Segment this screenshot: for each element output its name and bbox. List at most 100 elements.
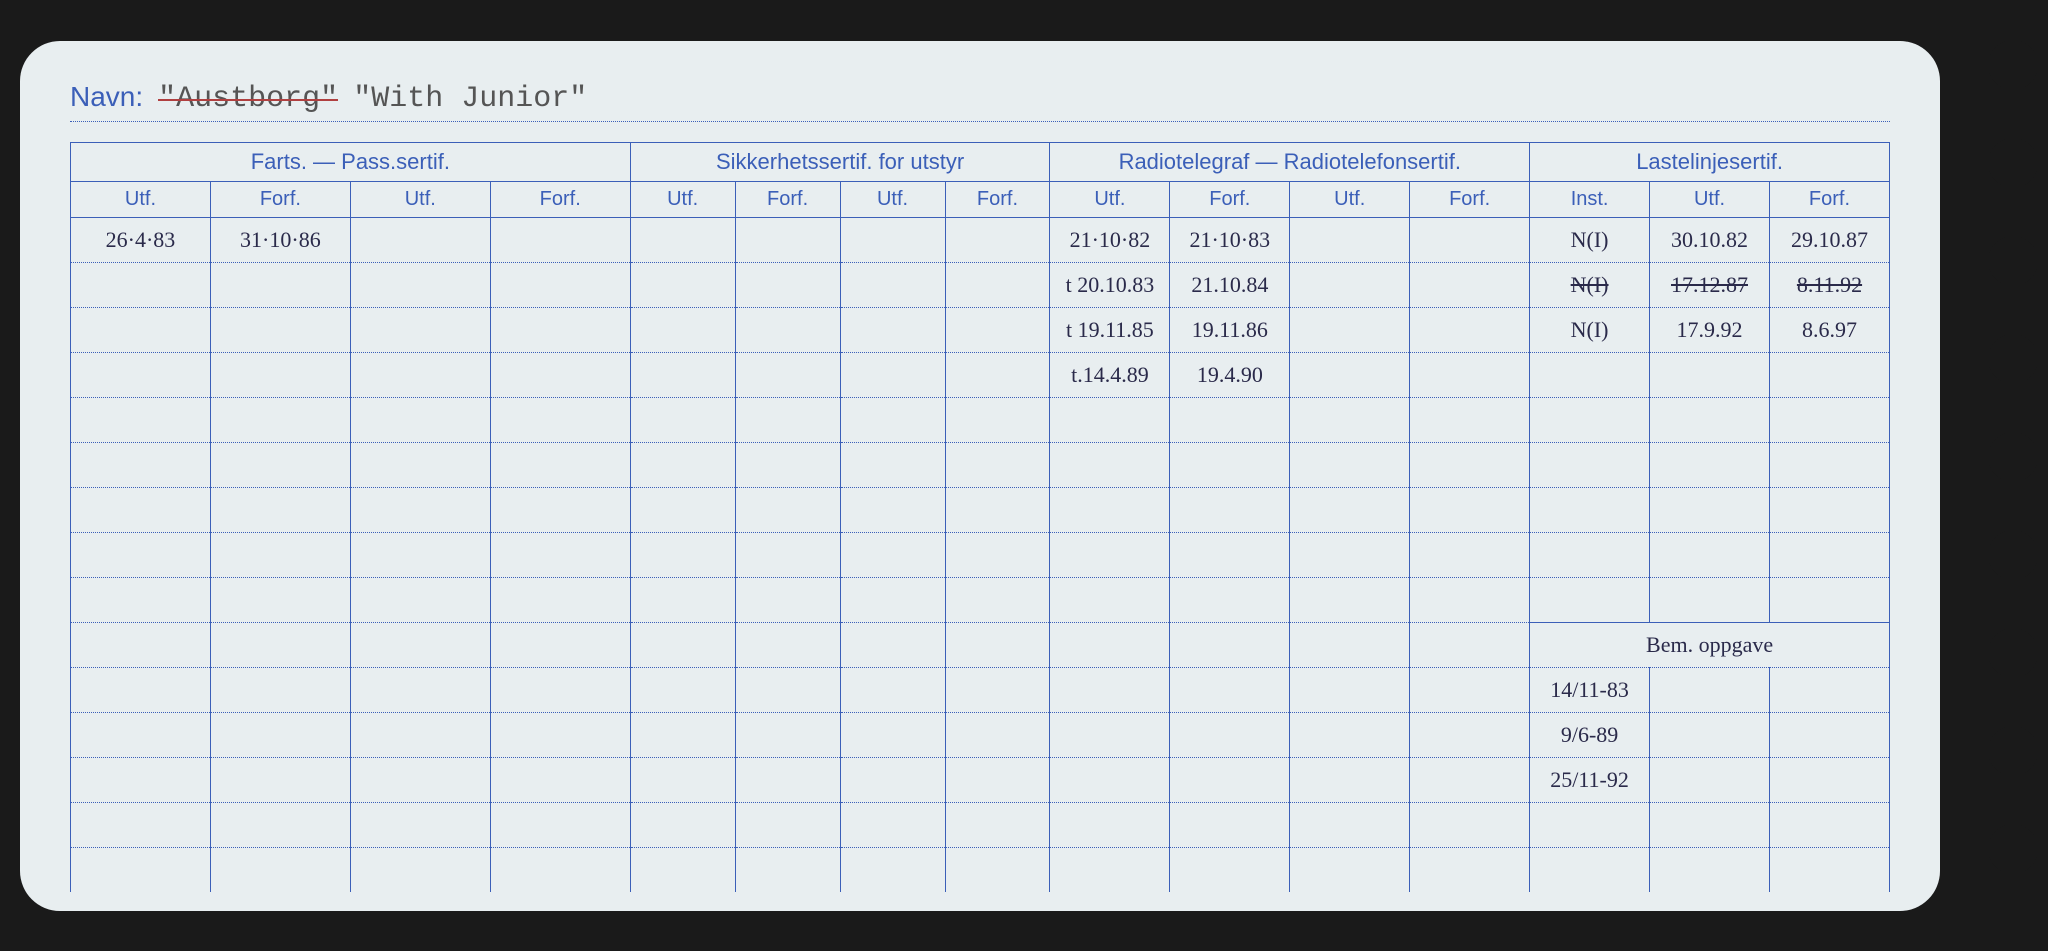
table-row: 26·4·83 31·10·86 21·10·82 21·10·83 N(I) …	[71, 217, 1890, 262]
col-utf: Utf.	[630, 181, 735, 217]
col-forf: Forf.	[210, 181, 350, 217]
col-utf: Utf.	[840, 181, 945, 217]
cell	[945, 217, 1050, 262]
table-row: t.14.4.89 19.4.90	[71, 352, 1890, 397]
name-label: Navn:	[70, 81, 143, 113]
cell	[71, 262, 211, 307]
bem-cell	[1530, 802, 1650, 847]
cell: 30.10.82	[1650, 217, 1770, 262]
bem-oppgave-header: Bem. oppgave	[1530, 622, 1890, 667]
hole-icon	[1988, 530, 2038, 580]
cell	[1410, 217, 1530, 262]
bem-cell	[1769, 712, 1889, 757]
col-utf: Utf.	[1650, 181, 1770, 217]
cell	[71, 352, 211, 397]
bem-cell	[1650, 667, 1770, 712]
table-row: Bem. oppgave	[71, 622, 1890, 667]
table-row	[71, 397, 1890, 442]
hole-icon	[1988, 628, 2038, 678]
table-row	[71, 847, 1890, 892]
table-row	[71, 487, 1890, 532]
cell	[735, 352, 840, 397]
cell	[630, 262, 735, 307]
table-row	[71, 802, 1890, 847]
cell	[735, 217, 840, 262]
hole-icon	[1988, 334, 2038, 384]
cell: 8.11.92	[1769, 262, 1889, 307]
cell	[630, 352, 735, 397]
table-row: t 19.11.85 19.11.86 N(I) 17.9.92 8.6.97	[71, 307, 1890, 352]
cell	[490, 352, 630, 397]
cell	[1650, 352, 1770, 397]
bem-cell	[1530, 847, 1650, 892]
cell	[1290, 262, 1410, 307]
col-inst: Inst.	[1530, 181, 1650, 217]
cell	[210, 262, 350, 307]
cell	[490, 262, 630, 307]
table-row	[71, 577, 1890, 622]
cell	[840, 262, 945, 307]
cell	[1530, 352, 1650, 397]
group-farts: Farts. — Pass.sertif.	[71, 142, 631, 181]
certificate-table: Farts. — Pass.sertif. Sikkerhetssertif. …	[70, 142, 1890, 892]
binder-holes	[1988, 40, 2038, 874]
col-utf: Utf.	[71, 181, 211, 217]
cell: 21·10·82	[1050, 217, 1170, 262]
bem-cell	[1650, 847, 1770, 892]
cell: t 20.10.83	[1050, 262, 1170, 307]
col-forf: Forf.	[945, 181, 1050, 217]
cell: 31·10·86	[210, 217, 350, 262]
bem-cell	[1650, 802, 1770, 847]
cell: 21.10.84	[1170, 262, 1290, 307]
hole-icon	[1988, 824, 2038, 874]
cell	[350, 217, 490, 262]
col-utf: Utf.	[350, 181, 490, 217]
cell	[1290, 352, 1410, 397]
col-forf: Forf.	[1410, 181, 1530, 217]
table-row: 25/11-92	[71, 757, 1890, 802]
cell	[1769, 352, 1889, 397]
cell	[630, 307, 735, 352]
hole-icon	[1988, 40, 2038, 90]
cell	[71, 307, 211, 352]
cell: 21·10·83	[1170, 217, 1290, 262]
cell	[1410, 352, 1530, 397]
cell	[735, 307, 840, 352]
cell	[735, 262, 840, 307]
name-row: Navn: "Austborg" "With Junior"	[70, 81, 1890, 122]
table-row	[71, 442, 1890, 487]
cell	[1410, 307, 1530, 352]
name-current: "With Junior"	[353, 82, 587, 116]
cell: N(I)	[1530, 307, 1650, 352]
table-row: 9/6-89	[71, 712, 1890, 757]
cell	[630, 217, 735, 262]
cell: 8.6.97	[1769, 307, 1889, 352]
table-row	[71, 532, 1890, 577]
hole-icon	[1988, 236, 2038, 286]
group-radio: Radiotelegraf — Radiotelefonsertif.	[1050, 142, 1530, 181]
cell	[210, 352, 350, 397]
group-sikkerhet: Sikkerhetssertif. for utstyr	[630, 142, 1050, 181]
cell: 29.10.87	[1769, 217, 1889, 262]
cell: 26·4·83	[71, 217, 211, 262]
bem-cell	[1650, 712, 1770, 757]
cell	[840, 217, 945, 262]
bem-cell	[1769, 802, 1889, 847]
cell: 19.4.90	[1170, 352, 1290, 397]
cell	[840, 307, 945, 352]
col-utf: Utf.	[1290, 181, 1410, 217]
cell: 17.9.92	[1650, 307, 1770, 352]
cell: t.14.4.89	[1050, 352, 1170, 397]
cell	[945, 307, 1050, 352]
hole-icon	[1988, 138, 2038, 188]
cell	[490, 307, 630, 352]
bem-cell	[1769, 667, 1889, 712]
cell: N(I)	[1530, 262, 1650, 307]
cell: 17.12.87	[1650, 262, 1770, 307]
record-card: Navn: "Austborg" "With Junior" Farts. — …	[20, 41, 1940, 911]
col-forf: Forf.	[1170, 181, 1290, 217]
col-utf: Utf.	[1050, 181, 1170, 217]
cell	[840, 352, 945, 397]
bem-cell: 14/11-83	[1530, 667, 1650, 712]
name-struck: "Austborg"	[158, 82, 338, 116]
